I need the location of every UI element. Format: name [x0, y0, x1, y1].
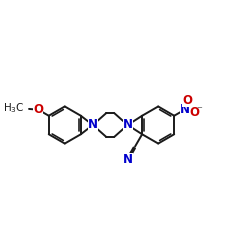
Text: ⁻: ⁻ — [196, 105, 202, 115]
Text: N: N — [88, 118, 98, 132]
Text: O: O — [182, 94, 192, 107]
Text: O: O — [33, 103, 43, 116]
Text: N: N — [180, 103, 190, 116]
Text: N: N — [123, 118, 133, 132]
Text: N: N — [123, 153, 133, 166]
Text: H$_3$C: H$_3$C — [3, 102, 24, 116]
Text: O: O — [189, 106, 199, 119]
